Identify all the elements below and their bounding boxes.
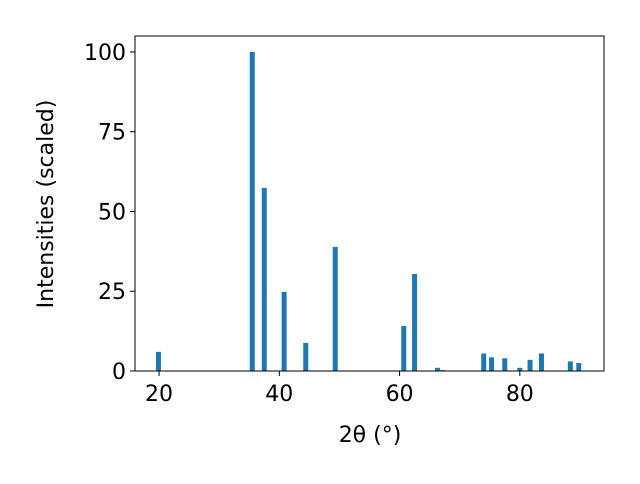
bar <box>502 358 508 371</box>
x-tick-label: 80 <box>506 382 534 407</box>
bar <box>281 291 287 371</box>
bar <box>538 353 544 371</box>
bar <box>303 342 309 371</box>
y-tick-label: 25 <box>98 280 126 305</box>
y-tick-label: 100 <box>84 41 126 66</box>
x-tick-label: 20 <box>145 382 173 407</box>
bar <box>401 326 407 371</box>
bar <box>481 353 487 371</box>
bar <box>489 357 495 371</box>
bar <box>155 351 161 371</box>
y-tick-label: 50 <box>98 200 126 225</box>
bar <box>261 187 267 371</box>
x-axis-label: 2θ (°) <box>339 423 402 448</box>
bar <box>249 51 255 371</box>
y-tick-label: 75 <box>98 121 126 146</box>
bar <box>332 246 338 371</box>
bar <box>412 274 418 371</box>
x-tick-label: 40 <box>265 382 293 407</box>
bar <box>517 367 523 371</box>
bar <box>434 367 440 371</box>
plot-frame <box>134 35 605 372</box>
bar <box>527 359 533 371</box>
y-axis-label: Intensities (scaled) <box>34 100 59 309</box>
bar <box>576 363 582 371</box>
y-tick-label: 0 <box>112 360 126 385</box>
x-tick-label: 60 <box>386 382 414 407</box>
bar <box>567 361 573 371</box>
